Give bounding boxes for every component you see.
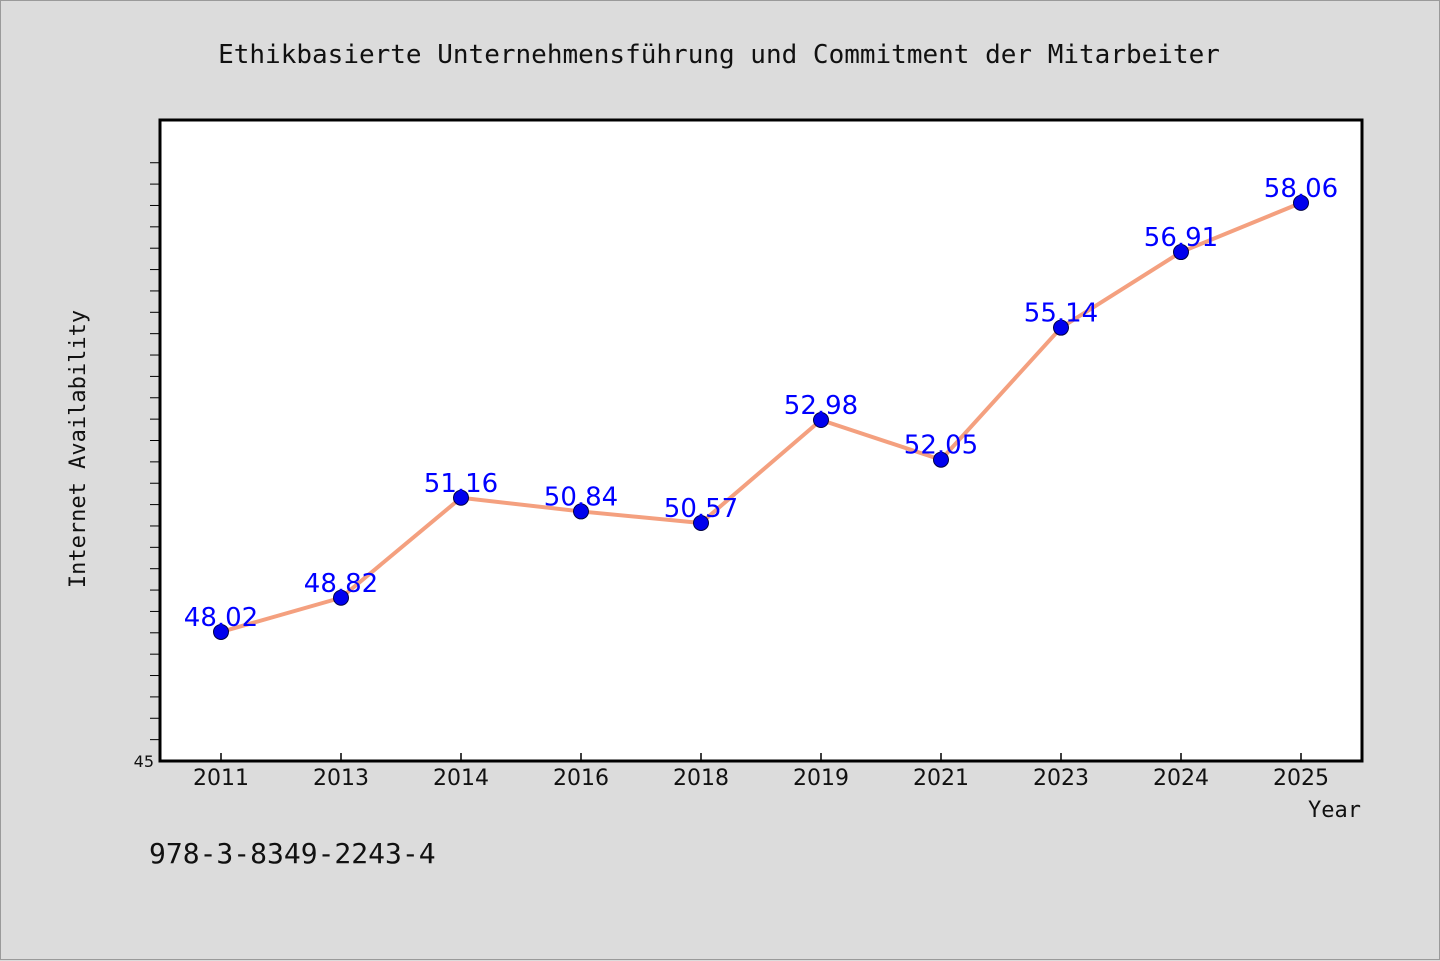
x-tick-label: 2021 — [913, 766, 969, 791]
x-tick-label: 2024 — [1153, 766, 1209, 791]
data-point-label: 52.05 — [904, 431, 978, 461]
data-point-marker — [693, 514, 709, 531]
chart-title: Ethikbasierte Unternehmensführung und Co… — [218, 40, 1220, 70]
data-point-label: 48.02 — [184, 603, 258, 633]
data-point-marker — [1053, 319, 1069, 336]
x-tick-label: 2019 — [793, 766, 849, 791]
y-axis-label: Internet Availability — [66, 310, 91, 588]
x-tick-label: 2025 — [1273, 766, 1329, 791]
x-tick-label: 2013 — [313, 766, 369, 791]
data-point-marker — [333, 589, 349, 606]
data-point-label: 48.82 — [304, 569, 378, 599]
x-tick-label: 2016 — [553, 766, 609, 791]
data-point-marker — [1293, 194, 1309, 211]
x-tick-label: 2018 — [673, 766, 729, 791]
data-point-marker — [1173, 244, 1189, 261]
data-point-label: 51.16 — [424, 469, 498, 499]
data-point-label: 58.06 — [1264, 174, 1338, 204]
y-tick-label: 45 — [134, 752, 154, 771]
isbn-text: 978-3-8349-2243-4 — [149, 837, 436, 870]
series-markers — [213, 194, 1309, 640]
data-point-marker — [933, 451, 949, 468]
plot-area — [158, 118, 1364, 763]
series-line — [220, 201, 1302, 634]
series-line-group — [220, 201, 1302, 634]
data-point-label: 50.57 — [664, 494, 738, 524]
x-tick-label: 2011 — [193, 766, 249, 791]
data-point-marker — [213, 623, 229, 640]
data-point-marker — [453, 489, 469, 506]
data-point-marker — [573, 503, 589, 520]
data-point-label: 56.91 — [1144, 223, 1218, 253]
data-point-marker — [813, 411, 829, 428]
x-axis-ticks: 2011 2013 2014 2016 2018 2019 2021 2023 2024 2025 — [193, 753, 1329, 791]
x-tick-label: 2023 — [1033, 766, 1089, 791]
data-point-label: 52.98 — [784, 391, 858, 421]
y-axis-ticks: 45 — [134, 162, 160, 771]
data-point-label: 55.14 — [1024, 299, 1098, 329]
data-point-label: 50.84 — [544, 482, 618, 512]
x-tick-label: 2014 — [433, 766, 489, 791]
data-labels: 48.02 48.82 51.16 50.84 50.57 52.98 52.05 55.14… — [184, 174, 1338, 633]
x-axis-label: Year — [1308, 798, 1361, 823]
